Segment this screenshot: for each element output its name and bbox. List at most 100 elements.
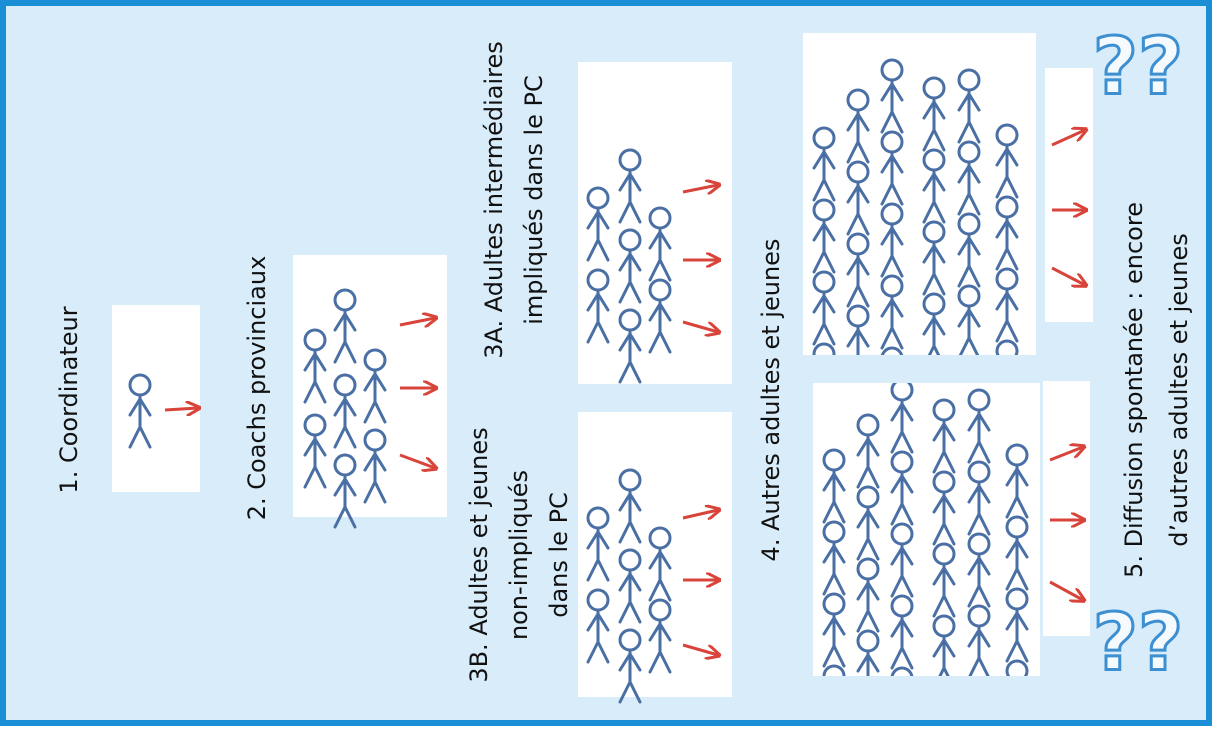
figure-head — [822, 520, 846, 544]
figure-head — [856, 557, 880, 581]
box-arrows-a — [1045, 68, 1093, 322]
stick-figure — [333, 373, 357, 449]
stick-figure — [846, 232, 870, 308]
stick-figure — [333, 288, 357, 364]
figure-head — [880, 346, 904, 355]
figure-head — [618, 548, 642, 572]
figure-body — [822, 470, 846, 524]
figure-head — [957, 68, 981, 92]
figure-head — [1005, 515, 1029, 539]
arrow — [1051, 266, 1085, 285]
crowd — [822, 383, 1029, 676]
figure-head — [856, 413, 880, 437]
figure-body — [856, 651, 880, 676]
figure-head — [648, 206, 672, 230]
stick-figure — [890, 383, 914, 454]
stick-figure — [922, 76, 946, 152]
figure-body — [648, 228, 672, 282]
figure-head — [995, 123, 1019, 147]
figure-body — [967, 626, 991, 676]
figure-head — [957, 140, 981, 164]
figure-body — [995, 289, 1019, 343]
figure-head — [648, 278, 672, 302]
figure-body — [880, 80, 904, 134]
figure-head — [586, 588, 610, 612]
stick-figure — [648, 526, 672, 602]
figure-head — [890, 522, 914, 546]
stick-figure — [618, 228, 642, 304]
figure-body — [648, 620, 672, 674]
stick-figure — [880, 274, 904, 350]
figure-body — [967, 554, 991, 608]
stick-figure — [618, 628, 642, 704]
stick-figure — [618, 468, 642, 544]
figure-head — [618, 308, 642, 332]
figure-head — [880, 58, 904, 82]
stick-figure — [880, 346, 904, 355]
figure-body — [586, 528, 610, 582]
figure-head — [1005, 443, 1029, 467]
stick-figure — [932, 542, 956, 618]
figure-head — [128, 373, 152, 397]
node-label: impliqués dans le PC — [520, 75, 548, 325]
stick-figure — [812, 270, 836, 346]
figure-head — [363, 348, 387, 372]
stick-figure — [890, 522, 914, 598]
arrow — [1049, 580, 1083, 600]
stick-figure — [812, 126, 836, 202]
stick-figure — [846, 88, 870, 164]
figure-body — [822, 542, 846, 596]
node-label: 3B. Adultes et jeunes — [465, 427, 493, 682]
stick-figure — [128, 373, 152, 449]
figure-head — [922, 292, 946, 316]
stick-figure — [880, 130, 904, 206]
stick-figure — [812, 198, 836, 274]
figure-head — [586, 186, 610, 210]
figure-body — [648, 300, 672, 354]
figure-head — [1005, 587, 1029, 611]
figure-body — [957, 306, 981, 355]
figure-body — [1005, 609, 1029, 663]
node-label: 5. Diffusion spontanée : encore — [1120, 202, 1148, 578]
question-marks: ?? — [1093, 22, 1184, 112]
figure-head — [303, 328, 327, 352]
stick-figure — [957, 284, 981, 355]
figure-head — [890, 383, 914, 402]
box-3b — [578, 412, 732, 697]
figure-head — [812, 342, 836, 355]
stick-figure — [618, 308, 642, 384]
stick-figure — [648, 278, 672, 354]
figure-head — [890, 594, 914, 618]
stick-figure — [846, 304, 870, 355]
figure-body — [856, 507, 880, 561]
box-coordinator — [112, 305, 200, 492]
node-label: dans le PC — [545, 492, 573, 618]
figure-head — [812, 198, 836, 222]
figure-body — [333, 395, 357, 449]
stick-figure — [1005, 659, 1029, 676]
figure-head — [618, 628, 642, 652]
stick-figure — [967, 388, 991, 464]
arrow — [399, 453, 435, 468]
stick-figure — [932, 398, 956, 474]
figure-head — [932, 614, 956, 638]
figure-head — [333, 373, 357, 397]
figure-body — [618, 650, 642, 704]
stick-figure — [586, 506, 610, 582]
stick-figure — [922, 220, 946, 296]
stick-figure — [363, 428, 387, 504]
stick-figure — [995, 195, 1019, 271]
arrow — [1051, 130, 1085, 147]
stick-figure — [618, 148, 642, 224]
figure-head — [922, 220, 946, 244]
stick-figure — [648, 598, 672, 674]
arrow — [682, 185, 718, 192]
figure-head — [846, 304, 870, 328]
figure-head — [822, 592, 846, 616]
stick-figure — [846, 160, 870, 236]
figure-body — [618, 170, 642, 224]
figure-body — [363, 370, 387, 424]
figure-body — [957, 90, 981, 144]
node-label: 4. Autres adultes et jeunes — [757, 239, 785, 562]
